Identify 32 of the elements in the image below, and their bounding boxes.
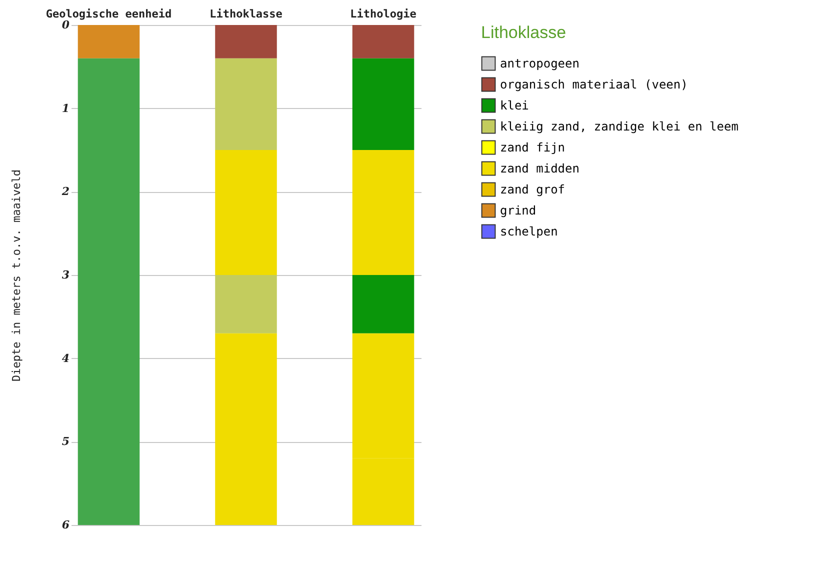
legend-title: Lithoklasse: [481, 23, 566, 42]
y-axis-title: Diepte in meters t.o.v. maaiveld: [10, 170, 23, 382]
legend-label: zand midden: [500, 162, 580, 176]
y-tick-label: 6: [62, 518, 70, 532]
y-tick-label: 5: [62, 435, 70, 448]
bar: [352, 275, 414, 334]
y-tick-label: 2: [60, 185, 70, 198]
bar: [78, 58, 140, 525]
legend-label: zand fijn: [500, 140, 566, 154]
bar: [352, 25, 414, 58]
x-tick-label: Geologische eenheid: [46, 8, 172, 20]
bar: [352, 58, 414, 150]
x-tick-label: Lithologie: [350, 8, 417, 20]
y-tick-label: 0: [62, 18, 70, 32]
x-tick-label: Lithoklasse: [210, 8, 283, 20]
bar: [352, 150, 414, 275]
bar: [78, 25, 140, 58]
y-tick-label: 3: [62, 268, 70, 282]
legend-label: organisch materiaal (veen): [500, 78, 688, 92]
legend-label: klei: [500, 98, 529, 112]
bar: [215, 150, 277, 275]
bar: [215, 58, 277, 150]
legend-label: kleiig zand, zandige klei en leem: [500, 120, 738, 134]
bar: [215, 25, 277, 58]
bar: [215, 333, 277, 525]
y-tick-label: 4: [62, 352, 70, 365]
legend-label: antropogeen: [500, 56, 580, 70]
y-tick-label: 1: [62, 102, 70, 115]
legend-label: zand grof: [500, 182, 566, 196]
legend-label: grind: [500, 204, 536, 218]
bar: [215, 275, 277, 334]
legend-label: schelpen: [500, 224, 558, 238]
